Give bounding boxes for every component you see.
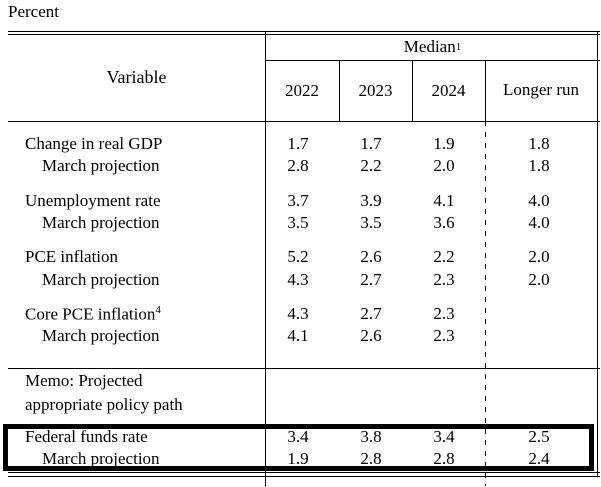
- cell-value: 3.7: [287, 191, 309, 210]
- cell-value: 5.2: [287, 247, 309, 266]
- percent-label: Percent: [8, 2, 59, 21]
- cell-value: 2.7: [360, 270, 382, 289]
- table-row: March projection 4.1 2.6 2.3: [0, 326, 601, 348]
- cell-value: 2.8: [360, 449, 382, 468]
- row-label: March projection: [42, 156, 160, 175]
- cell-value: 4.3: [287, 270, 309, 289]
- cell-value: 1.9: [433, 134, 455, 153]
- table-row: Core PCE inflation4 4.3 2.7 2.3: [0, 304, 601, 326]
- cell-value: 1.8: [528, 156, 550, 175]
- cell-value: 2.4: [528, 449, 550, 468]
- table-row: March projection 2.8 2.2 2.0 1.8: [0, 156, 601, 178]
- median-bottom-rule: [265, 60, 600, 61]
- cell-value: 2.3: [433, 304, 455, 323]
- cell-value: 2.2: [360, 156, 382, 175]
- memo-row: Memo: Projected: [0, 371, 601, 393]
- cell-value: 3.4: [287, 427, 309, 446]
- median-label: Median: [403, 36, 456, 56]
- row-label: Change in real GDP: [25, 134, 163, 153]
- row-label-text: Core PCE inflation: [25, 304, 156, 324]
- variable-column-header: Variable: [106, 67, 167, 87]
- table-right-rule: [597, 31, 598, 476]
- row-label: Federal funds rate: [25, 427, 148, 446]
- longer-run-dashed-rule: [485, 121, 486, 486]
- cell-value: 2.5: [528, 427, 550, 446]
- cell-value: 2.3: [433, 326, 455, 345]
- table-top-rule-inner: [8, 34, 600, 35]
- row-label: March projection: [42, 213, 160, 232]
- cell-value: 3.5: [360, 213, 382, 232]
- cell-value: 2.8: [433, 449, 455, 468]
- table-bottom-rule-inner: [8, 472, 600, 473]
- row-label: Unemployment rate: [25, 191, 161, 210]
- cell-value: 3.4: [433, 427, 455, 446]
- row-label: Core PCE inflation4: [25, 304, 161, 325]
- median-group-header: Median 1: [265, 33, 600, 60]
- table-row: PCE inflation 5.2 2.6 2.2 2.0: [0, 247, 601, 269]
- cell-value: 3.5: [287, 213, 309, 232]
- column-header-longer-run: Longer run: [502, 80, 579, 100]
- cell-value: 4.3: [287, 304, 309, 323]
- row-label: March projection: [42, 270, 160, 289]
- row-label: March projection: [42, 326, 160, 345]
- year-separator-2023-2024: [412, 60, 413, 121]
- table-bottom-rule-outer: [8, 476, 600, 477]
- table-top-rule-outer: [8, 31, 600, 32]
- cell-value: 1.9: [287, 449, 309, 468]
- cell-value: 3.9: [360, 191, 382, 210]
- cell-value: 4.1: [433, 191, 455, 210]
- cell-value: 2.7: [360, 304, 382, 323]
- table-row: Federal funds rate 3.4 3.8 3.4 2.5: [0, 427, 601, 449]
- cell-value: 4.0: [528, 213, 550, 232]
- column-header-2022: 2022: [285, 80, 319, 100]
- header-bottom-rule: [8, 121, 600, 122]
- cell-value: 3.6: [433, 213, 455, 232]
- memo-row: appropriate policy path: [0, 395, 601, 417]
- cell-value: 4.1: [287, 326, 309, 345]
- row-label: PCE inflation: [25, 247, 119, 266]
- cell-value: 1.8: [528, 134, 550, 153]
- cell-value: 2.6: [360, 326, 382, 345]
- memo-label-line1: Memo: Projected: [25, 371, 143, 390]
- year-separator-2022-2023: [339, 60, 340, 121]
- column-header-2023: 2023: [358, 80, 393, 100]
- fed-funds-highlight-box: [3, 424, 594, 471]
- cell-value: 2.3: [433, 270, 455, 289]
- cell-value: 1.7: [287, 134, 309, 153]
- cell-value: 2.0: [433, 156, 455, 175]
- core-pce-footnote-superscript: 4: [155, 304, 161, 316]
- cell-value: 2.8: [287, 156, 309, 175]
- year-separator-2024-longerrun: [485, 60, 486, 121]
- table-row: March projection 1.9 2.8 2.8 2.4: [0, 449, 601, 471]
- row-label: March projection: [42, 449, 160, 468]
- cell-value: 2.6: [360, 247, 382, 266]
- median-footnote-superscript: 1: [455, 40, 462, 53]
- cell-value: 1.7: [360, 134, 382, 153]
- table-row: March projection 4.3 2.7 2.3 2.0: [0, 270, 601, 292]
- cell-value: 2.2: [433, 247, 455, 266]
- memo-top-rule: [8, 368, 600, 369]
- variable-column-rule: [265, 31, 266, 486]
- cell-value: 3.8: [360, 427, 382, 446]
- table-row: March projection 3.5 3.5 3.6 4.0: [0, 213, 601, 235]
- column-header-2024: 2024: [431, 80, 466, 100]
- cell-value: 4.0: [528, 191, 550, 210]
- memo-label-line2: appropriate policy path: [25, 395, 183, 414]
- table-row: Change in real GDP 1.7 1.7 1.9 1.8: [0, 134, 601, 156]
- table-row: Unemployment rate 3.7 3.9 4.1 4.0: [0, 191, 601, 213]
- cell-value: 2.0: [528, 270, 550, 289]
- cell-value: 2.0: [528, 247, 550, 266]
